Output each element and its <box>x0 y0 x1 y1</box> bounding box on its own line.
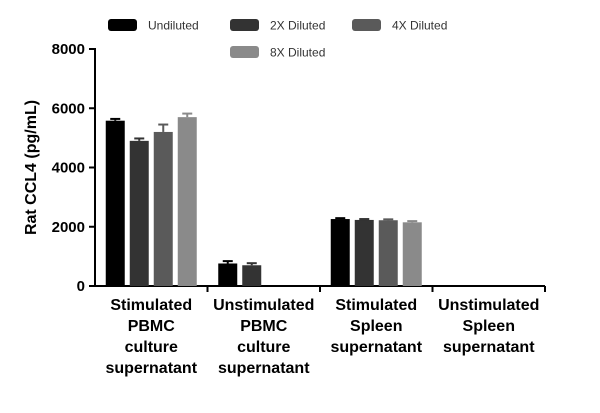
bar <box>105 120 125 286</box>
legend-label: Undiluted <box>148 19 199 33</box>
x-tick-label: supernatant <box>218 360 310 377</box>
legend-item: 4X Diluted <box>352 19 447 33</box>
x-tick-label: Spleen <box>463 318 515 335</box>
y-tick-label: 2000 <box>52 219 85 236</box>
x-tick-label: supernatant <box>330 339 422 356</box>
bar <box>218 263 238 286</box>
legend-item: 2X Diluted <box>230 19 325 33</box>
legend-swatch <box>352 19 381 31</box>
x-tick-label: supernatant <box>105 360 197 377</box>
bars <box>105 112 422 286</box>
legend-item: Undiluted <box>108 19 199 33</box>
x-tick-label: PBMC <box>128 318 176 335</box>
legend-swatch <box>230 19 259 31</box>
y-tick-label: 0 <box>77 278 85 295</box>
x-tick-label: Stimulated <box>110 297 192 314</box>
bar <box>330 219 350 286</box>
x-tick-label: Unstimulated <box>213 297 314 314</box>
x-tick-label: Stimulated <box>335 297 417 314</box>
legend-swatch <box>230 46 259 58</box>
bar <box>153 131 173 286</box>
bar <box>354 219 374 286</box>
x-tick-label: culture <box>237 339 290 356</box>
y-tick-label: 4000 <box>52 160 85 177</box>
x-tick-label: culture <box>125 339 178 356</box>
bar <box>129 140 149 286</box>
y-axis-title: Rat CCL4 (pg/mL) <box>23 100 40 235</box>
x-tick-label: Unstimulated <box>438 297 539 314</box>
legend-label: 8X Diluted <box>270 46 325 60</box>
x-tick-label: Spleen <box>350 318 402 335</box>
bar <box>177 117 197 286</box>
legend-label: 4X Diluted <box>392 19 447 33</box>
y-tick-label: 8000 <box>52 41 85 58</box>
y-tick-label: 6000 <box>52 100 85 117</box>
category-labels: Stimulated PBMC culture supernatant Unstimul… <box>105 297 539 377</box>
bar <box>378 220 398 286</box>
legend-swatch <box>108 19 137 31</box>
bar <box>242 265 262 286</box>
axes: 0 2000 4000 6000 8000 Rat CCL4 (pg/mL) <box>23 41 546 295</box>
x-tick-label: PBMC <box>240 318 288 335</box>
bar <box>402 222 422 286</box>
x-tick-label: supernatant <box>443 339 535 356</box>
legend-label: 2X Diluted <box>270 19 325 33</box>
legend: Undiluted 2X Diluted 4X Diluted 8X Diluted <box>108 19 447 60</box>
legend-item: 8X Diluted <box>230 46 325 60</box>
